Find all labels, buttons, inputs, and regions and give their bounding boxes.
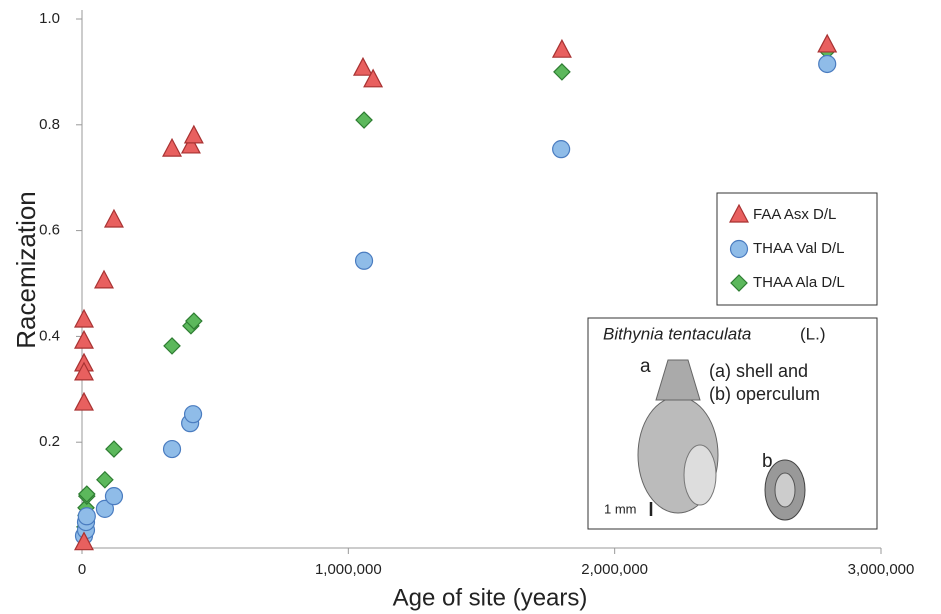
point: [818, 54, 837, 74]
x-tick-label: 2,000,000: [581, 561, 648, 578]
point: [163, 337, 181, 355]
legend-marker: [729, 239, 749, 259]
legend-marker: [730, 274, 748, 292]
inset: Bithynia tentaculata (L.) a (a) shell an…: [587, 317, 878, 530]
point: [74, 391, 94, 411]
x-tick-label: 3,000,000: [848, 561, 915, 578]
point: [74, 308, 94, 328]
point: [96, 470, 114, 489]
point: [74, 531, 94, 551]
shell-aperture: [683, 444, 717, 506]
x-tick-label: 0: [78, 561, 86, 578]
x-tick-label: 1,000,000: [315, 561, 382, 578]
label-b: b: [762, 451, 773, 472]
point: [77, 507, 96, 526]
point: [352, 56, 373, 76]
x-axis-label: Age of site (years): [393, 584, 588, 611]
legend-label: FAA Asx D/L: [753, 206, 836, 223]
point: [103, 208, 124, 228]
point: [185, 312, 203, 330]
y-tick-label: 1.0: [39, 10, 60, 27]
caption: (a) shell and: [709, 361, 808, 381]
point: [74, 361, 94, 381]
point: [183, 405, 203, 424]
point: [104, 487, 124, 506]
legend-label: THAA Val D/L: [753, 240, 844, 257]
y-tick-label: 0.4: [39, 327, 60, 344]
y-tick-label: 0.8: [39, 116, 60, 133]
legend-label: THAA Ala D/L: [753, 274, 845, 291]
point: [183, 124, 204, 144]
y-tick-label: 0.2: [39, 433, 60, 450]
label-a: a: [640, 356, 651, 377]
point: [817, 33, 838, 53]
point: [552, 140, 571, 159]
point: [162, 439, 182, 459]
point: [95, 499, 115, 518]
point: [74, 329, 94, 349]
inset-box: [587, 317, 878, 530]
point: [354, 251, 374, 270]
caption: (b) operculum: [709, 384, 820, 404]
operculum-center: [774, 472, 796, 508]
point: [77, 485, 96, 503]
point: [105, 440, 123, 458]
point: [551, 38, 572, 58]
point: [180, 134, 201, 154]
author: (L.): [800, 324, 826, 343]
species: Bithynia tentaculata: [603, 324, 751, 343]
point: [363, 68, 384, 88]
point: [94, 269, 114, 289]
point: [553, 63, 571, 81]
y-axis-label: Racemization: [11, 191, 41, 349]
y-tick-label: 0.6: [39, 222, 60, 239]
legend-marker: [729, 203, 749, 223]
scale-label: 1 mm: [604, 501, 637, 516]
point: [162, 137, 183, 157]
shell-spire: [655, 359, 701, 401]
point: [355, 111, 373, 129]
